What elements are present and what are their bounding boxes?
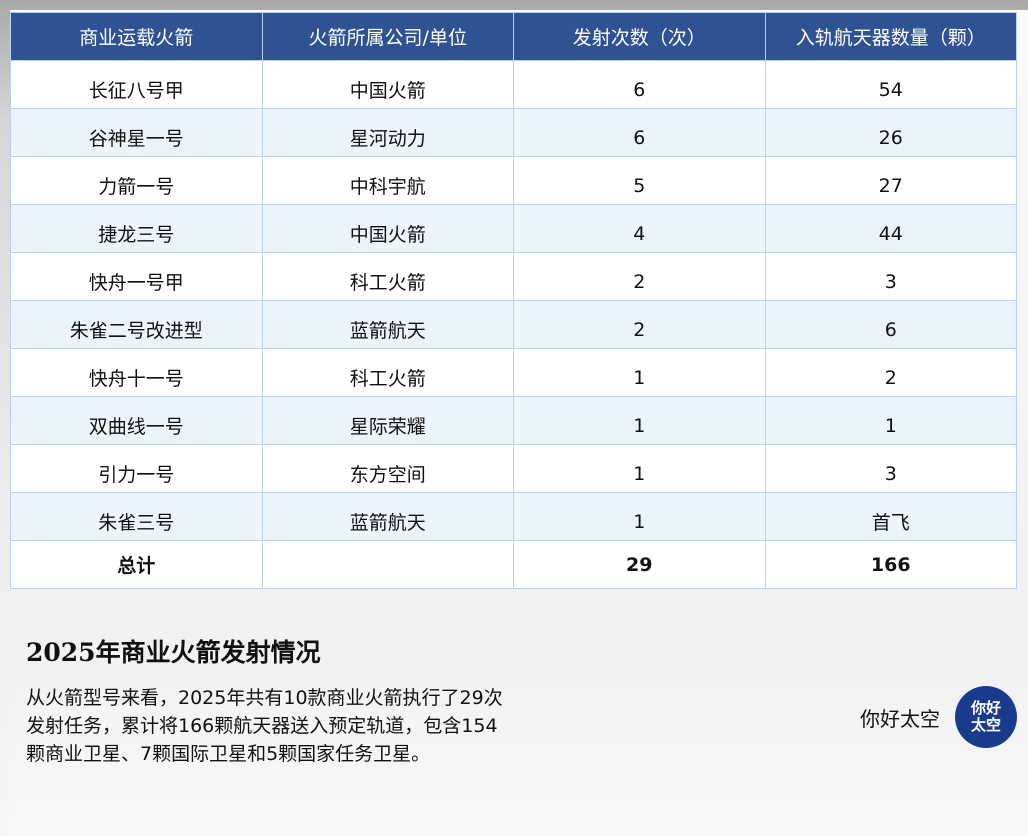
table-row: 朱雀三号 蓝箭航天 1 首飞 [10, 492, 1017, 541]
table-cell: 6 [764, 300, 1017, 349]
brand-logo: 你好 太空 [955, 686, 1017, 748]
table-row: 快舟十一号 科工火箭 1 2 [10, 348, 1017, 397]
table-cell: 朱雀三号 [10, 492, 263, 541]
table-cell: 3 [764, 252, 1017, 301]
total-cell [261, 540, 514, 589]
table-cell: 谷神星一号 [10, 108, 263, 157]
table-cell: 星河动力 [261, 108, 514, 157]
table-cell: 双曲线一号 [10, 396, 263, 445]
description-text: 从火箭型号来看，2025年共有10款商业火箭执行了29次发射任务，累计将166颗… [26, 687, 503, 765]
table-cell: 1 [513, 492, 766, 541]
table-cell: 中科宇航 [261, 156, 514, 205]
table-cell: 长征八号甲 [10, 60, 263, 109]
table-row: 双曲线一号 星际荣耀 1 1 [10, 396, 1017, 445]
total-cell: 29 [513, 540, 766, 589]
table-row: 快舟一号甲 科工火箭 2 3 [10, 252, 1017, 301]
column-header: 发射次数（次） [513, 12, 766, 61]
table-cell: 科工火箭 [261, 252, 514, 301]
table-row: 谷神星一号 星河动力 6 26 [10, 108, 1017, 157]
table-cell: 2 [513, 300, 766, 349]
table-cell: 首飞 [764, 492, 1017, 541]
table-cell: 1 [764, 396, 1017, 445]
rocket-launch-table: 商业运载火箭 火箭所属公司/单位 发射次数（次） 入轨航天器数量（颗） 长征八号甲 中国… [10, 12, 1017, 589]
table-cell: 引力一号 [10, 444, 263, 493]
table-cell: 星际荣耀 [261, 396, 514, 445]
table-cell: 54 [764, 60, 1017, 109]
brand-name: 你好太空 [860, 707, 940, 731]
table-cell: 26 [764, 108, 1017, 157]
table-row: 朱雀二号改进型 蓝箭航天 2 6 [10, 300, 1017, 349]
column-header: 入轨航天器数量（颗） [764, 12, 1017, 61]
table-cell: 2 [764, 348, 1017, 397]
table-row: 引力一号 东方空间 1 3 [10, 444, 1017, 493]
total-cell: 166 [764, 540, 1017, 589]
table-cell: 3 [764, 444, 1017, 493]
table-cell: 6 [513, 108, 766, 157]
table-cell: 蓝箭航天 [261, 492, 514, 541]
table-cell: 中国火箭 [261, 204, 514, 253]
table-cell: 1 [513, 348, 766, 397]
table-row: 长征八号甲 中国火箭 6 54 [10, 60, 1017, 109]
table-cell: 蓝箭航天 [261, 300, 514, 349]
table-cell: 快舟一号甲 [10, 252, 263, 301]
table-cell: 捷龙三号 [10, 204, 263, 253]
table-header-row: 商业运载火箭 火箭所属公司/单位 发射次数（次） 入轨航天器数量（颗） [10, 12, 1017, 61]
table-cell: 1 [513, 396, 766, 445]
table-cell: 快舟十一号 [10, 348, 263, 397]
table-cell: 东方空间 [261, 444, 514, 493]
table-cell: 5 [513, 156, 766, 205]
table-cell: 中国火箭 [261, 60, 514, 109]
table-cell: 力箭一号 [10, 156, 263, 205]
total-cell: 总计 [10, 540, 263, 589]
table-cell: 4 [513, 204, 766, 253]
table-cell: 科工火箭 [261, 348, 514, 397]
column-header: 商业运载火箭 [10, 12, 263, 61]
page-title: 2025年商业火箭发射情况 [26, 638, 321, 667]
table-cell: 2 [513, 252, 766, 301]
table-row: 捷龙三号 中国火箭 4 44 [10, 204, 1017, 253]
column-header: 火箭所属公司/单位 [261, 12, 514, 61]
table-cell: 27 [764, 156, 1017, 205]
table-cell: 44 [764, 204, 1017, 253]
table-cell: 1 [513, 444, 766, 493]
total-row: 总计 29 166 [10, 540, 1017, 589]
table-cell: 6 [513, 60, 766, 109]
table-row: 力箭一号 中科宇航 5 27 [10, 156, 1017, 205]
table-cell: 朱雀二号改进型 [10, 300, 263, 349]
